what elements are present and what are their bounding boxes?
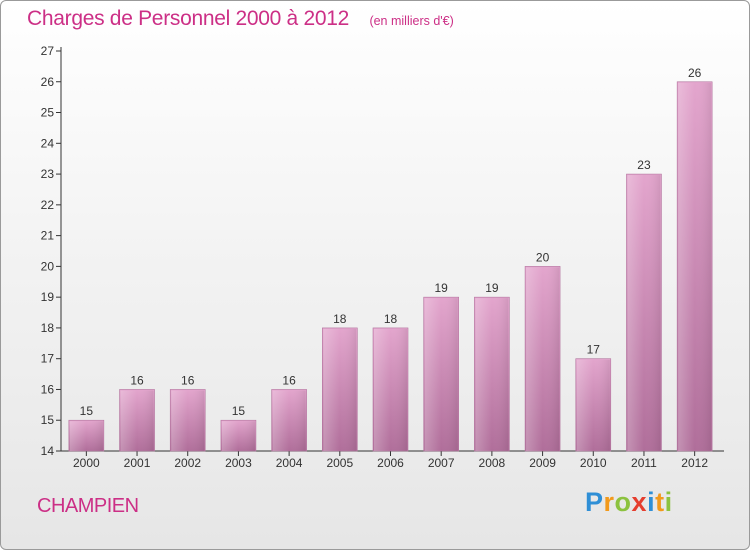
data-label: 15 — [232, 404, 246, 418]
data-label: 15 — [80, 404, 94, 418]
data-label: 20 — [536, 250, 550, 264]
data-label: 17 — [587, 343, 601, 357]
data-label: 26 — [688, 66, 702, 80]
data-label: 16 — [181, 373, 195, 387]
logo-letter: x — [631, 487, 648, 517]
bar-highlight — [475, 298, 509, 451]
bar-highlight — [221, 421, 255, 451]
bar-highlight — [678, 82, 712, 452]
y-tick-label: 22 — [41, 198, 55, 212]
bar-highlight — [171, 390, 205, 451]
y-tick-label: 15 — [41, 413, 55, 427]
x-tick-label: 2007 — [428, 456, 455, 470]
x-tick-label: 2008 — [479, 456, 506, 470]
logo-letter: P — [585, 487, 604, 517]
bar-highlight — [272, 390, 306, 451]
bar-highlight — [627, 175, 661, 452]
y-tick-label: 14 — [41, 444, 55, 458]
y-tick-label: 19 — [41, 290, 55, 304]
title-line: Charges de Personnel 2000 à 2012 (en mil… — [27, 7, 454, 31]
bar-highlight — [323, 328, 357, 451]
data-labels: 15 16 16 15 16 18 18 19 19 20 17 23 26 — [80, 66, 702, 418]
x-tick-label: 2000 — [73, 456, 100, 470]
x-tick-label: 2011 — [631, 456, 657, 470]
x-axis: 2000 2001 2002 2003 2004 2005 2006 2007 2008 2009… — [61, 450, 724, 470]
bar-highlight — [424, 298, 458, 451]
bar-highlight — [120, 390, 154, 451]
y-tick-label: 17 — [41, 352, 55, 366]
x-tick-label: 2001 — [124, 456, 151, 470]
x-tick-label: 2010 — [580, 456, 607, 470]
bar-highlight — [374, 328, 407, 451]
data-label: 19 — [485, 281, 499, 295]
logo-letter: o — [614, 487, 632, 517]
x-tick-label: 2003 — [225, 456, 252, 470]
bar-highlight — [576, 359, 610, 451]
y-tick-label: 23 — [41, 167, 55, 181]
x-tick-label: 2002 — [174, 456, 201, 470]
chart-unit: (en milliers d'€) — [369, 14, 454, 28]
proxiti-logo[interactable]: Proxiti — [585, 487, 673, 518]
chart-title: Charges de Personnel 2000 à 2012 — [27, 7, 349, 30]
logo-letter: i — [664, 487, 673, 517]
logo-letter: t — [655, 487, 665, 517]
y-tick-label: 18 — [41, 321, 55, 335]
x-tick-label: 2009 — [529, 456, 556, 470]
logo-letter: i — [647, 487, 656, 517]
y-tick-label: 24 — [41, 136, 55, 150]
y-tick-label: 26 — [41, 75, 55, 89]
y-tick-label: 16 — [41, 382, 55, 396]
data-label: 23 — [637, 158, 651, 172]
bar-highlight — [526, 267, 560, 451]
data-label: 16 — [282, 373, 296, 387]
data-label: 16 — [130, 373, 144, 387]
y-tick-label: 27 — [41, 44, 55, 58]
y-tick-label: 20 — [41, 259, 55, 273]
commune-name: CHAMPIEN — [37, 495, 139, 517]
x-tick-label: 2005 — [326, 456, 353, 470]
data-label: 19 — [435, 281, 449, 295]
data-label: 18 — [384, 312, 398, 326]
x-tick-label: 2004 — [276, 456, 303, 470]
bar-highlight — [69, 421, 103, 451]
x-tick-label: 2012 — [681, 456, 708, 470]
y-tick-label: 25 — [41, 106, 55, 120]
x-tick-label: 2006 — [377, 456, 404, 470]
y-tick-label: 21 — [41, 229, 55, 243]
bars — [68, 81, 713, 452]
logo-letter: r — [603, 487, 615, 517]
y-axis: 14 15 16 17 18 19 20 21 22 23 24 25 26 27 — [41, 44, 62, 458]
data-label: 18 — [333, 312, 347, 326]
